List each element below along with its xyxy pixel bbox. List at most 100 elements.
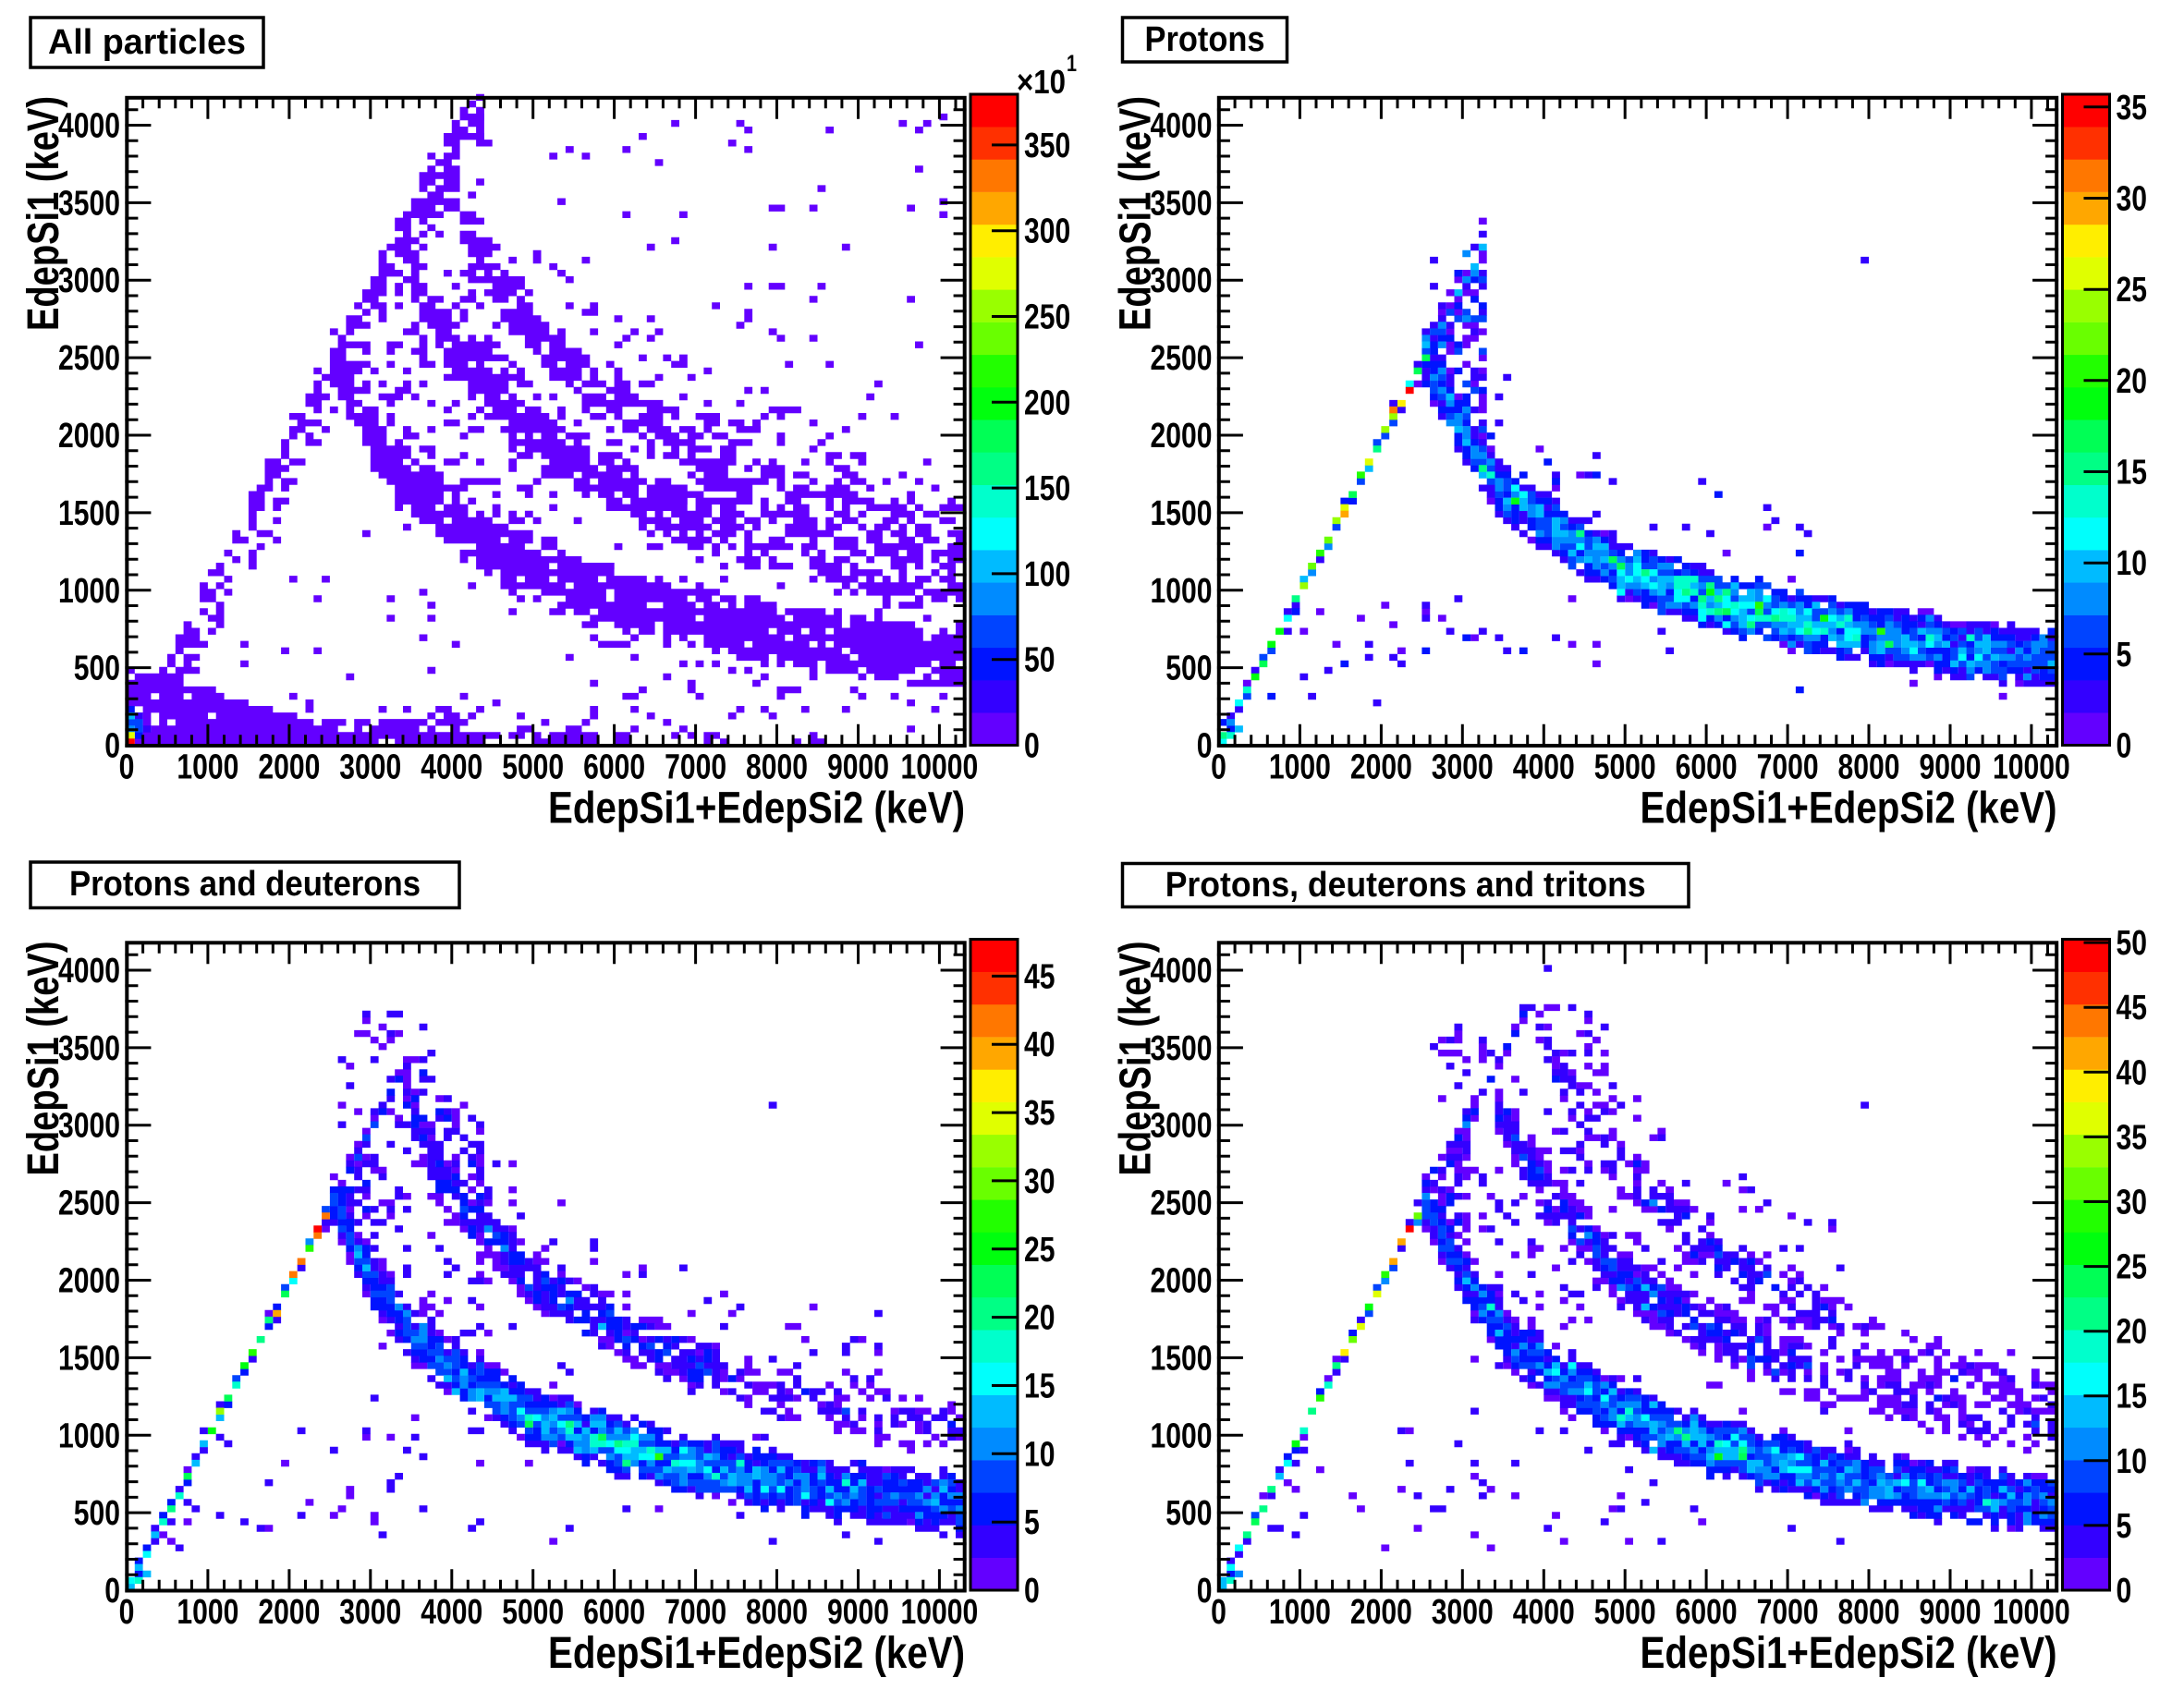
svg-text:25: 25 <box>1024 1231 1055 1270</box>
svg-text:8000: 8000 <box>746 1593 808 1632</box>
svg-text:EdepSi1 (keV): EdepSi1 (keV) <box>19 942 68 1176</box>
svg-text:7000: 7000 <box>1757 1593 1819 1632</box>
svg-text:0: 0 <box>2117 1572 2132 1611</box>
svg-text:8000: 8000 <box>746 748 808 787</box>
svg-text:3000: 3000 <box>339 1593 401 1632</box>
svg-text:0: 0 <box>1024 727 1040 766</box>
svg-text:2000: 2000 <box>1151 1262 1213 1301</box>
svg-text:10000: 10000 <box>901 1593 979 1632</box>
svg-text:5: 5 <box>2117 636 2132 675</box>
svg-text:30: 30 <box>2117 1184 2148 1222</box>
svg-text:0: 0 <box>119 1593 135 1632</box>
svg-text:Protons: Protons <box>1145 20 1265 59</box>
svg-text:2000: 2000 <box>58 1262 120 1301</box>
svg-text:1500: 1500 <box>58 1339 120 1378</box>
svg-text:3000: 3000 <box>1432 1593 1494 1632</box>
svg-text:4000: 4000 <box>58 952 120 991</box>
svg-text:5000: 5000 <box>502 748 564 787</box>
svg-text:500: 500 <box>74 650 120 688</box>
svg-text:1000: 1000 <box>1151 572 1213 611</box>
svg-text:2500: 2500 <box>58 339 120 378</box>
svg-text:EdepSi1 (keV): EdepSi1 (keV) <box>1112 96 1161 331</box>
svg-text:Protons, deuterons and tritons: Protons, deuterons and tritons <box>1165 866 1646 905</box>
svg-text:1000: 1000 <box>1269 748 1331 787</box>
svg-text:15: 15 <box>1024 1368 1055 1406</box>
svg-text:500: 500 <box>1165 1494 1212 1533</box>
svg-text:2500: 2500 <box>1151 339 1213 378</box>
svg-text:EdepSi1+EdepSi2 (keV): EdepSi1+EdepSi2 (keV) <box>1641 1629 2057 1678</box>
svg-text:EdepSi1 (keV): EdepSi1 (keV) <box>19 96 68 331</box>
svg-text:2000: 2000 <box>1350 748 1412 787</box>
svg-text:20: 20 <box>2117 1313 2148 1352</box>
svg-text:10: 10 <box>2117 1442 2148 1481</box>
svg-text:0: 0 <box>104 727 120 766</box>
svg-text:4000: 4000 <box>1513 1593 1575 1632</box>
svg-text:500: 500 <box>74 1494 120 1533</box>
svg-text:45: 45 <box>2117 989 2148 1027</box>
svg-text:3000: 3000 <box>1151 261 1213 300</box>
svg-text:50: 50 <box>2117 924 2148 963</box>
svg-text:25: 25 <box>2117 1248 2148 1287</box>
svg-text:7000: 7000 <box>665 1593 726 1632</box>
svg-text:6000: 6000 <box>583 748 645 787</box>
svg-text:All particles: All particles <box>48 23 246 62</box>
svg-text:EdepSi1+EdepSi2 (keV): EdepSi1+EdepSi2 (keV) <box>548 784 965 833</box>
svg-text:0: 0 <box>1211 748 1226 787</box>
svg-text:Protons and deuterons: Protons and deuterons <box>69 865 421 904</box>
svg-text:0: 0 <box>1197 1572 1213 1611</box>
svg-text:EdepSi1+EdepSi2 (keV): EdepSi1+EdepSi2 (keV) <box>548 1629 965 1678</box>
svg-text:3000: 3000 <box>58 1107 120 1146</box>
svg-text:2500: 2500 <box>58 1185 120 1223</box>
svg-text:5: 5 <box>1024 1503 1040 1542</box>
svg-text:1000: 1000 <box>177 1593 238 1632</box>
svg-text:35: 35 <box>2117 1118 2148 1157</box>
svg-text:4000: 4000 <box>1513 748 1575 787</box>
svg-text:15: 15 <box>2117 1378 2148 1416</box>
svg-text:1000: 1000 <box>58 572 120 611</box>
svg-text:100: 100 <box>1024 555 1070 594</box>
svg-text:30: 30 <box>2117 180 2148 219</box>
svg-text:9000: 9000 <box>827 1593 889 1632</box>
svg-text:0: 0 <box>2117 727 2132 766</box>
svg-text:7000: 7000 <box>1757 748 1819 787</box>
svg-text:150: 150 <box>1024 469 1070 508</box>
svg-text:0: 0 <box>1024 1572 1040 1611</box>
svg-text:8000: 8000 <box>1838 1593 1900 1632</box>
svg-text:40: 40 <box>1024 1026 1055 1064</box>
svg-text:EdepSi1 (keV): EdepSi1 (keV) <box>1112 942 1161 1176</box>
svg-text:3000: 3000 <box>1432 748 1494 787</box>
svg-text:1500: 1500 <box>1151 1339 1213 1378</box>
svg-text:10000: 10000 <box>1993 748 2070 787</box>
svg-text:3000: 3000 <box>58 261 120 300</box>
svg-text:6000: 6000 <box>1676 1593 1738 1632</box>
svg-text:45: 45 <box>1024 957 1055 996</box>
svg-text:20: 20 <box>2117 362 2148 401</box>
svg-text:10000: 10000 <box>1993 1593 2070 1632</box>
svg-text:3500: 3500 <box>58 184 120 223</box>
svg-text:30: 30 <box>1024 1162 1055 1201</box>
svg-text:50: 50 <box>1024 641 1055 680</box>
svg-text:10: 10 <box>2117 544 2148 583</box>
svg-text:7000: 7000 <box>665 748 726 787</box>
svg-text:×10: ×10 <box>1017 63 1066 101</box>
svg-text:EdepSi1+EdepSi2 (keV): EdepSi1+EdepSi2 (keV) <box>1641 784 2057 833</box>
svg-text:0: 0 <box>119 748 135 787</box>
svg-text:1000: 1000 <box>1151 1416 1213 1455</box>
svg-text:0: 0 <box>1211 1593 1226 1632</box>
svg-text:5000: 5000 <box>1594 748 1656 787</box>
svg-text:300: 300 <box>1024 213 1070 251</box>
svg-text:10: 10 <box>1024 1435 1055 1474</box>
svg-text:4000: 4000 <box>421 748 482 787</box>
svg-text:250: 250 <box>1024 298 1070 337</box>
svg-text:35: 35 <box>2117 89 2148 128</box>
svg-text:4000: 4000 <box>421 1593 482 1632</box>
svg-text:1500: 1500 <box>58 494 120 533</box>
svg-text:2000: 2000 <box>1350 1593 1412 1632</box>
svg-text:1000: 1000 <box>1269 1593 1331 1632</box>
svg-text:1000: 1000 <box>58 1416 120 1455</box>
svg-text:8000: 8000 <box>1838 748 1900 787</box>
svg-text:200: 200 <box>1024 383 1070 422</box>
svg-text:2000: 2000 <box>58 417 120 456</box>
svg-text:15: 15 <box>2117 454 2148 492</box>
svg-text:3500: 3500 <box>1151 1029 1213 1068</box>
